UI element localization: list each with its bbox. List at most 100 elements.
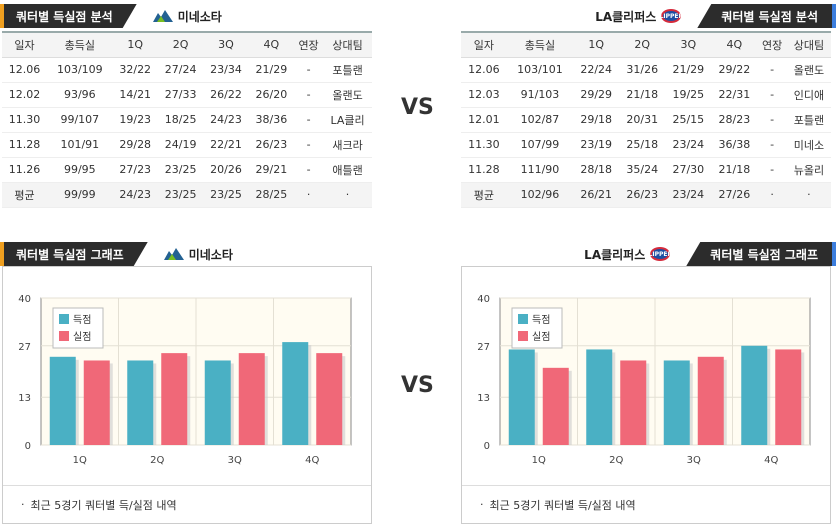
- bar-scored: [127, 360, 154, 445]
- bullet-icon: ·: [21, 498, 25, 511]
- right-analysis-tab: 쿼터별 득실점 분석: [697, 4, 836, 28]
- table-cell: 11.28: [2, 132, 48, 158]
- bar-scored: [204, 360, 231, 445]
- table-row: 12.06 103/101 22/24 31/26 21/29 29/22- 올랜도: [461, 57, 831, 83]
- average-cell: ·: [323, 182, 372, 208]
- left-graph-header: 쿼터별 득실점 그래프 미네소타: [0, 242, 233, 266]
- table-row: 11.28 101/91 29/28 24/19 22/21 26/23- 새크라: [2, 132, 372, 158]
- table-cell: 올랜도: [786, 57, 831, 83]
- column-header: 4Q: [711, 32, 758, 58]
- column-header: 총득실: [47, 32, 113, 58]
- y-tick-label: 0: [25, 441, 31, 452]
- left-graph-footer-text: 최근 5경기 쿼터별 득/실점 내역: [30, 498, 177, 512]
- table-cell: 23/25: [157, 157, 204, 183]
- table-cell: -: [757, 157, 787, 183]
- table-cell: 38/36: [248, 107, 295, 133]
- table-cell: 103/109: [47, 57, 113, 83]
- table-cell: 29/21: [248, 157, 295, 183]
- table-cell: 27/23: [112, 157, 158, 183]
- table-cell: -: [294, 107, 324, 133]
- column-header: 일자: [2, 32, 48, 58]
- left-analysis-tab: 쿼터별 득실점 분석: [0, 4, 137, 28]
- left-graph-box: 0 13 27 40 1Q 2Q 3Q 4Q 득점 실점 · 최근 5경기 쿼터별 득/실점 내역: [2, 266, 372, 524]
- table-cell: -: [294, 82, 324, 108]
- column-header: 총득실: [506, 32, 574, 58]
- table-cell: 20/26: [203, 157, 249, 183]
- vs-label-top: VS: [401, 95, 434, 120]
- table-cell: 26/22: [203, 82, 249, 108]
- table-cell: 28/18: [573, 157, 620, 183]
- average-cell: 26/23: [619, 182, 666, 208]
- column-header: 연장: [294, 32, 324, 58]
- bar-allowed: [83, 360, 110, 445]
- table-cell: 101/91: [47, 132, 113, 158]
- average-cell: 26/21: [573, 182, 620, 208]
- table-cell: 21/18: [711, 157, 758, 183]
- bar-scored: [741, 345, 768, 445]
- table-cell: 93/96: [47, 82, 113, 108]
- y-tick-label: 40: [477, 294, 490, 305]
- bar-scored: [586, 349, 613, 445]
- left-team-label: 미네소타: [152, 8, 222, 25]
- column-header: 1Q: [573, 32, 620, 58]
- y-tick-label: 13: [477, 393, 490, 404]
- average-cell: 23/25: [203, 182, 249, 208]
- table-cell: 29/28: [112, 132, 158, 158]
- x-tick-label: 1Q: [532, 455, 546, 466]
- table-cell: 26/23: [248, 132, 295, 158]
- right-graph-team-name: LA클리퍼스: [584, 247, 646, 262]
- table-cell: 29/18: [573, 107, 620, 133]
- column-header: 일자: [461, 32, 507, 58]
- left-graph-team-label: 미네소타: [163, 246, 233, 263]
- legend-swatch: [59, 314, 69, 324]
- bar-allowed: [161, 353, 188, 445]
- table-cell: 27/33: [157, 82, 204, 108]
- table-cell: 12.01: [461, 107, 507, 133]
- table-cell: 23/24: [665, 132, 712, 158]
- left-stats-table: 일자 총득실 1Q 2Q 3Q 4Q 연장 상대팀 12.06 103/109 32/22 27/24…: [2, 31, 372, 208]
- right-team-name: LA클리퍼스: [595, 9, 657, 24]
- table-cell: -: [757, 107, 787, 133]
- average-cell: 24/23: [112, 182, 158, 208]
- bar-allowed: [775, 349, 802, 445]
- table-cell: LA클리: [323, 107, 372, 133]
- table-cell: 23/19: [573, 132, 620, 158]
- x-tick-label: 4Q: [305, 455, 319, 466]
- bar-allowed: [316, 353, 343, 445]
- average-cell: 27/26: [711, 182, 758, 208]
- table-cell: 103/101: [506, 57, 574, 83]
- table-cell: 27/24: [157, 57, 204, 83]
- table-cell: 24/23: [203, 107, 249, 133]
- x-tick-label: 2Q: [609, 455, 623, 466]
- left-graph-team-name: 미네소타: [188, 247, 233, 262]
- table-cell: 32/22: [112, 57, 158, 83]
- table-cell: 102/87: [506, 107, 574, 133]
- table-cell: 35/24: [619, 157, 666, 183]
- table-cell: 29/29: [573, 82, 620, 108]
- table-cell: 26/20: [248, 82, 295, 108]
- bar-allowed: [542, 367, 569, 445]
- clippers-logo-icon: CLIPPERS: [644, 247, 676, 261]
- column-header: 상대팀: [323, 32, 372, 58]
- x-tick-label: 3Q: [228, 455, 242, 466]
- average-cell: ·: [757, 182, 787, 208]
- x-tick-label: 1Q: [73, 455, 87, 466]
- table-cell: -: [757, 132, 787, 158]
- table-cell: 25/18: [619, 132, 666, 158]
- average-cell: ·: [786, 182, 831, 208]
- right-analysis-header: LA클리퍼스 CLIPPERS 쿼터별 득실점 분석: [595, 4, 836, 28]
- table-cell: -: [294, 157, 324, 183]
- table-row: 11.30 107/99 23/19 25/18 23/24 36/38- 미네소: [461, 132, 831, 158]
- table-cell: 14/21: [112, 82, 158, 108]
- legend-label: 득점: [73, 314, 91, 326]
- minnesota-logo-icon: [152, 10, 173, 22]
- average-row: 평균 102/96 26/21 26/23 23/24 27/26 · ·: [461, 182, 831, 208]
- table-row: 12.06 103/109 32/22 27/24 23/34 21/29- 포틀랜: [2, 57, 372, 83]
- table-cell: 11.28: [461, 157, 507, 183]
- right-graph-box: 0 13 27 40 1Q 2Q 3Q 4Q 득점 실점 · 최근 5경기 쿼터별 득/실점 내역: [461, 266, 831, 524]
- average-cell: 평균: [2, 182, 48, 208]
- legend-swatch: [518, 331, 528, 341]
- left-graph-footer: · 최근 5경기 쿼터별 득/실점 내역: [3, 485, 371, 523]
- vs-label-bottom: VS: [401, 373, 434, 398]
